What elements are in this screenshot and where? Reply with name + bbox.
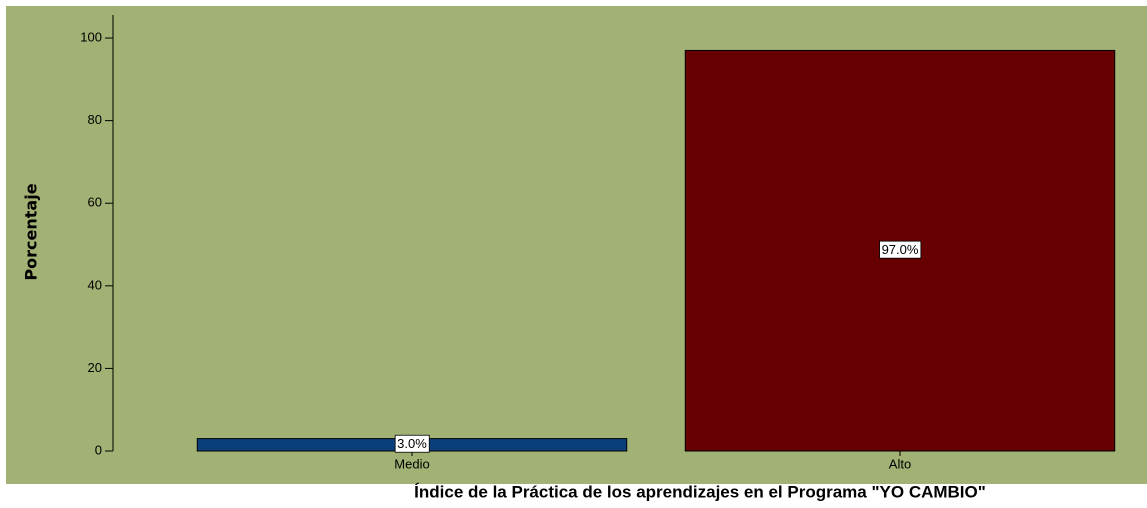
y-tick-label: 40 xyxy=(88,277,102,292)
x-tick-label: Alto xyxy=(889,456,911,471)
y-tick-label: 100 xyxy=(80,29,102,44)
y-tick-label: 0 xyxy=(95,442,102,457)
x-tick-label: Medio xyxy=(394,456,429,471)
value-label: 97.0% xyxy=(882,242,919,257)
value-label-box xyxy=(879,240,922,259)
y-tick-label: 60 xyxy=(88,195,102,210)
value-label-box xyxy=(394,434,430,453)
value-label: 3.0% xyxy=(397,436,427,451)
y-tick-label: 80 xyxy=(88,112,102,127)
y-tick-label: 20 xyxy=(88,360,102,375)
y-axis-title: Porcentaje xyxy=(22,183,41,280)
x-axis-title: Índice de la Práctica de los aprendizaje… xyxy=(414,482,986,501)
